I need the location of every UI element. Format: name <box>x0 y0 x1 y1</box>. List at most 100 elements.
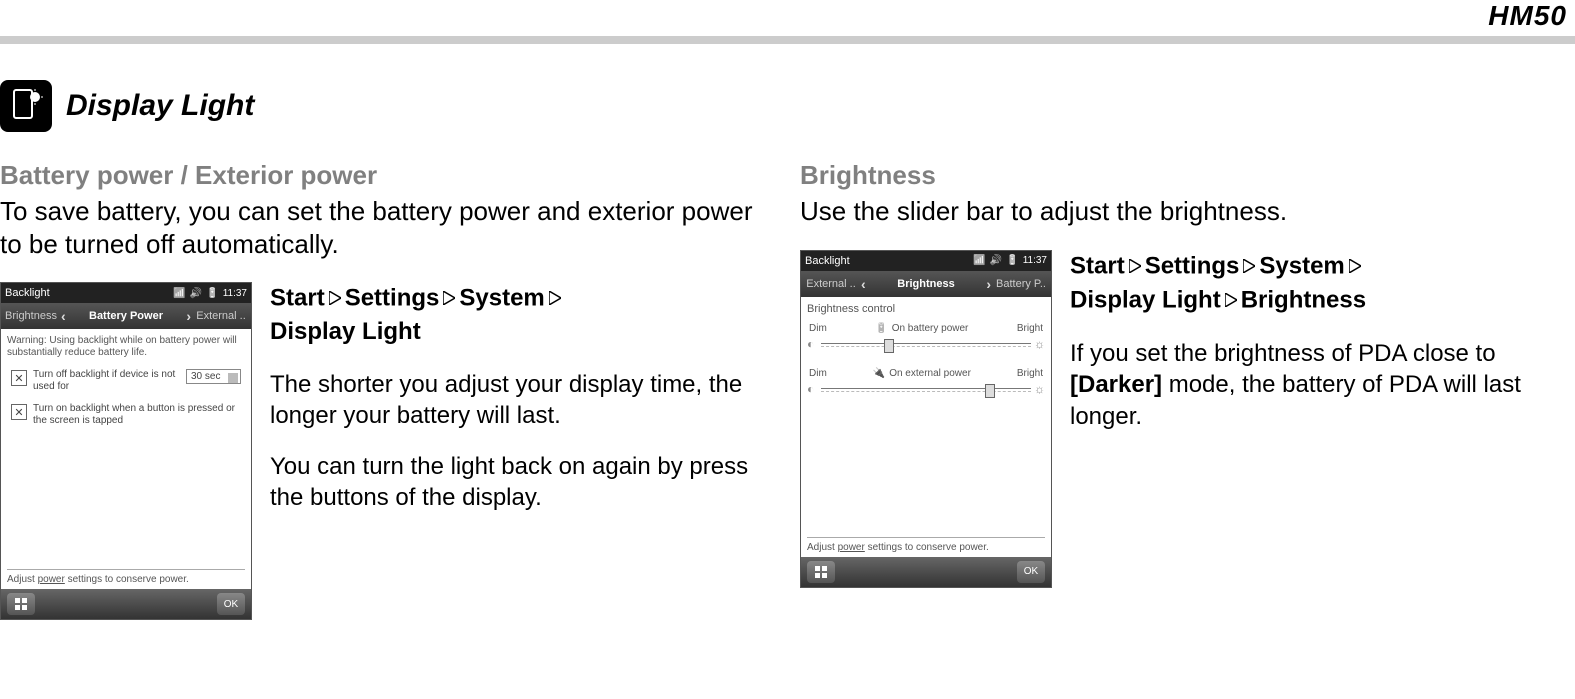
path-seg: Brightness <box>1241 286 1366 313</box>
path-seg: System <box>1259 252 1344 279</box>
tab-left[interactable]: External .. <box>801 278 861 290</box>
dim-label: Dim <box>809 368 827 379</box>
path-seg: Settings <box>345 285 440 312</box>
brightness-section: Brightness Use the slider bar to adjust … <box>800 160 1560 620</box>
slider-2[interactable]: ◐ ☼ <box>807 381 1045 399</box>
battery-icon: 🔋 <box>1006 255 1018 266</box>
slider-1[interactable]: ◐ ☼ <box>807 336 1045 354</box>
phone-softbar: OK <box>1 589 251 619</box>
phone-body: Warning: Using backlight while on batter… <box>1 329 251 589</box>
left-para1: The shorter you adjust your display time… <box>270 369 760 431</box>
bright-label: Bright <box>1017 368 1043 379</box>
option-1-label: Turn off backlight if device is not used… <box>33 369 180 393</box>
tab-right[interactable]: Battery P.. <box>991 278 1051 290</box>
left-explain: Start Settings System Display Light The sho… <box>270 282 760 514</box>
footer-note: Adjust power settings to conserve power. <box>7 569 245 585</box>
plug-icon: 🔌 <box>873 368 885 379</box>
phone-mock-brightness: Backlight 📶 🔊 🔋 11:37 External .. ‹ <box>800 250 1052 588</box>
power-link[interactable]: power <box>38 574 65 585</box>
sun-dim-icon: ◐ <box>807 337 814 351</box>
left-lead-text: To save battery, you can set the battery… <box>0 195 760 260</box>
slider2-label: On external power <box>889 368 971 379</box>
sun-bright-icon: ☼ <box>1034 382 1045 396</box>
phone-title: Backlight <box>805 255 850 267</box>
phone-mock-battery: Backlight 📶 🔊 🔋 11:37 Brightness ‹ <box>0 282 252 620</box>
checkbox-1[interactable]: ✕ <box>11 370 27 386</box>
triangle-icon <box>1243 250 1255 282</box>
footer-note: Adjust power settings to conserve power. <box>807 537 1045 553</box>
clock-text: 11:37 <box>1023 255 1047 266</box>
phone-softbar: OK <box>801 557 1051 587</box>
phone-title: Backlight <box>5 287 50 299</box>
phone-titlebar: Backlight 📶 🔊 🔋 11:37 <box>1 283 251 303</box>
phone-tabbar: Brightness ‹ Battery Power › External .. <box>1 303 251 329</box>
triangle-icon <box>329 282 341 314</box>
path-seg: System <box>459 285 544 312</box>
option-row-1: ✕ Turn off backlight if device is not us… <box>7 369 245 393</box>
darker-bold: [Darker] <box>1070 371 1162 398</box>
slider1-label: On battery power <box>892 323 969 334</box>
path-seg: Settings <box>1145 252 1240 279</box>
option-2-label: Turn on backlight when a button is press… <box>33 403 241 427</box>
battery-power-section: Battery power / Exterior power To save b… <box>0 160 760 620</box>
triangle-icon <box>443 282 455 314</box>
tab-left[interactable]: Brightness <box>1 310 61 322</box>
section-title: Display Light <box>66 89 254 123</box>
triangle-icon <box>549 282 561 314</box>
right-para1: If you set the brightness of PDA close t… <box>1070 338 1560 432</box>
slider-thumb-1[interactable] <box>884 339 894 353</box>
ok-button[interactable]: OK <box>217 593 245 615</box>
phone-body: Brightness control Dim 🔋On battery power… <box>801 297 1051 557</box>
para-seg: If you set the brightness of PDA close t… <box>1070 340 1496 367</box>
header-divider <box>0 36 1575 44</box>
status-icons: 📶 🔊 🔋 11:37 <box>173 288 247 299</box>
right-explain: Start Settings System Display Light Brightne… <box>1070 250 1560 432</box>
phone-tabbar: External .. ‹ Brightness › Battery P.. <box>801 271 1051 297</box>
footer-post: settings to conserve power. <box>65 574 189 585</box>
start-button[interactable] <box>7 593 35 615</box>
tab-active[interactable]: Battery Power <box>66 310 187 322</box>
triangle-icon <box>1129 250 1141 282</box>
phone-titlebar: Backlight 📶 🔊 🔋 11:37 <box>801 251 1051 271</box>
model-label: HM50 <box>0 0 1575 32</box>
tab-active[interactable]: Brightness <box>866 278 987 290</box>
triangle-icon <box>1349 250 1361 282</box>
path-seg: Display Light <box>1070 286 1221 313</box>
signal-icon: 📶 <box>173 288 185 299</box>
dim-label: Dim <box>809 323 827 334</box>
sun-bright-icon: ☼ <box>1034 337 1045 351</box>
battery-icon: 🔋 <box>206 288 218 299</box>
tab-right[interactable]: External .. <box>191 310 251 322</box>
left-subheading: Battery power / Exterior power <box>0 160 760 191</box>
path-seg: Display Light <box>270 318 421 345</box>
right-subheading: Brightness <box>800 160 1560 191</box>
sun-dim-icon: ◐ <box>807 382 814 396</box>
volume-icon: 🔊 <box>190 288 202 299</box>
footer-pre: Adjust <box>7 574 38 585</box>
slider-thumb-2[interactable] <box>985 384 995 398</box>
footer-post: settings to conserve power. <box>865 542 989 553</box>
path-seg: Start <box>270 285 325 312</box>
slider-row-external: Dim 🔌 On external power Bright ◐ ☼ <box>807 368 1045 399</box>
display-light-icon <box>0 80 52 132</box>
brightness-control-label: Brightness control <box>807 303 1045 315</box>
right-lead-text: Use the slider bar to adjust the brightn… <box>800 195 1560 228</box>
bright-label: Bright <box>1017 323 1043 334</box>
warning-text: Warning: Using backlight while on batter… <box>7 335 245 359</box>
section-header: Display Light <box>0 80 1575 132</box>
checkbox-2[interactable]: ✕ <box>11 404 27 420</box>
right-path: Start Settings System Display Light Brightne… <box>1070 250 1560 319</box>
footer-pre: Adjust <box>807 542 838 553</box>
volume-icon: 🔊 <box>990 255 1002 266</box>
start-button[interactable] <box>807 561 835 583</box>
power-link[interactable]: power <box>838 542 865 553</box>
left-para2: You can turn the light back on again by … <box>270 451 760 513</box>
signal-icon: 📶 <box>973 255 985 266</box>
slider-row-battery: Dim 🔋On battery power Bright ◐ ☼ <box>807 323 1045 354</box>
page-header: HM50 <box>0 0 1575 44</box>
ok-button[interactable]: OK <box>1017 561 1045 583</box>
left-path: Start Settings System Display Light <box>270 282 760 349</box>
path-seg: Start <box>1070 252 1125 279</box>
clock-text: 11:37 <box>223 288 247 299</box>
timeout-combo[interactable]: 30 sec <box>186 369 241 384</box>
